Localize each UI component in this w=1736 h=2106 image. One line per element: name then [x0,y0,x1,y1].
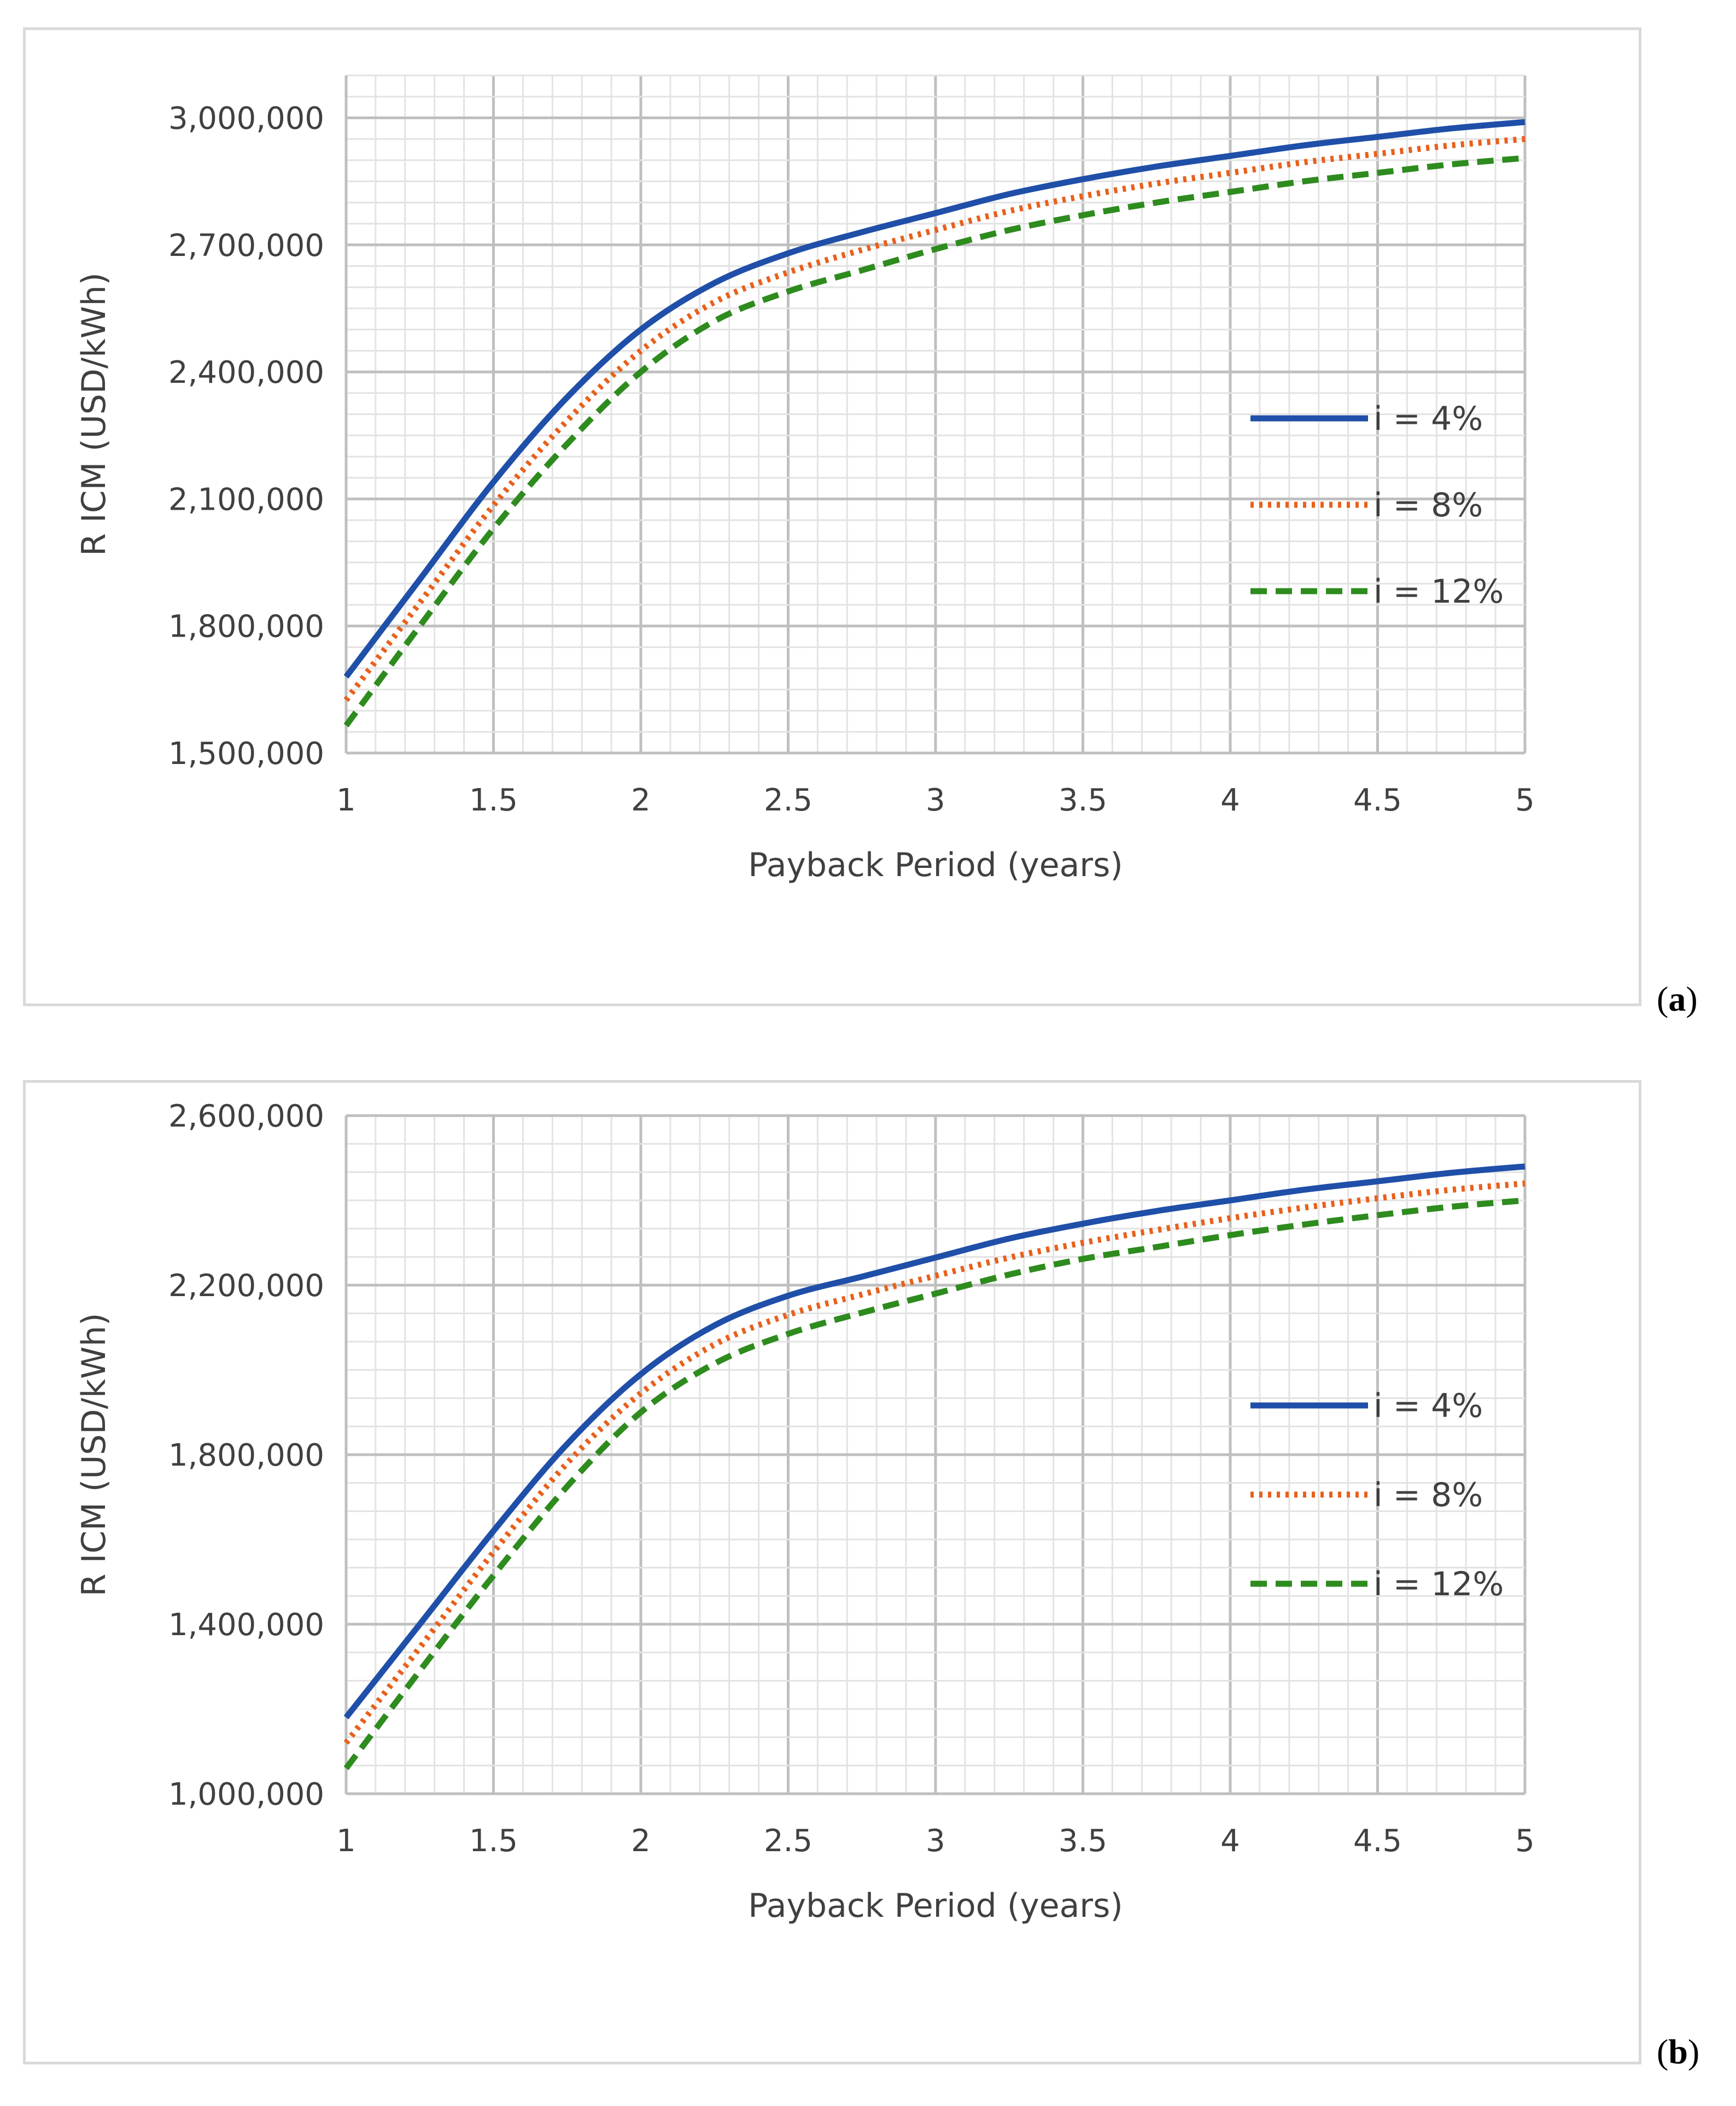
chart-panel-b: 1,000,000 1,400,000 1,800,000 2,200,000 2,60… [23,1080,1641,2064]
x-tick-label: 2 [631,1823,651,1859]
legend-label: i = 8% [1373,1476,1483,1514]
chart-panel-a: 1,500,000 1,800,000 2,100,000 2,400,000 2,70… [23,27,1641,1006]
y-tick-label: 2,400,000 [168,355,324,390]
panel-label-a-text: a [1668,979,1686,1018]
y-tick-label: 2,700,000 [168,228,324,264]
grid [344,74,1527,755]
x-tick-label: 1 [336,1823,356,1859]
x-tick-label: 2.5 [764,1823,813,1859]
x-tick-label: 5 [1515,783,1535,818]
legend-label: i = 12% [1373,573,1504,611]
y-tick-label: 1,400,000 [168,1607,324,1643]
x-tick-label: 4 [1220,783,1240,818]
x-tick-label: 4 [1220,1823,1240,1859]
legend-label: i = 8% [1373,486,1483,524]
x-axis-title: Payback Period (years) [748,1887,1123,1925]
panel-label-a: (a) [1657,979,1698,1018]
chart-b: 1,000,000 1,400,000 1,800,000 2,200,000 2,60… [75,1099,1535,1925]
series-line-i8-pct [343,1180,1525,1745]
x-axis-title: Payback Period (years) [748,846,1123,884]
y-tick-label: 3,000,000 [168,101,324,136]
y-tick-label: 2,600,000 [168,1099,324,1134]
x-tick-label: 3.5 [1059,1823,1107,1859]
series-line-i8-pct [343,136,1525,702]
y-axis-title: R ICM (USD/kWh) [75,1313,113,1597]
y-tick-label: 2,100,000 [168,482,324,517]
series-line-i4-pct [343,1163,1525,1719]
series-line-i12-pct [343,155,1525,727]
series-line-i12-pct [343,1197,1525,1770]
series-line-i4-pct [343,119,1525,679]
x-tick-label: 1.5 [469,783,518,818]
x-tick-label: 2 [631,783,651,818]
x-tick-label: 2.5 [764,783,813,818]
x-tick-label: 5 [1515,1823,1535,1859]
legend: i = 4% i = 8% i = 12% [1250,400,1504,611]
x-tick-label: 3 [926,783,945,818]
x-tick-label: 1.5 [469,1823,518,1859]
x-tick-label: 4.5 [1353,1823,1402,1859]
panel-label-b: (b) [1657,2032,1700,2071]
panel-label-b-text: b [1668,2032,1688,2071]
x-tick-label: 4.5 [1353,783,1402,818]
legend-label: i = 12% [1373,1565,1504,1603]
legend-label: i = 4% [1373,1387,1483,1425]
grid [344,1114,1527,1795]
y-tick-label: 1,000,000 [168,1777,324,1812]
x-tick-label: 3 [926,1823,945,1859]
chart-a: 1,500,000 1,800,000 2,100,000 2,400,000 2,70… [75,74,1535,884]
y-tick-label: 1,800,000 [168,609,324,645]
x-tick-label: 3.5 [1059,783,1107,818]
y-tick-label: 1,500,000 [168,736,324,772]
y-tick-label: 2,200,000 [168,1268,324,1304]
legend-label: i = 4% [1373,400,1483,438]
y-tick-label: 1,800,000 [168,1438,324,1473]
x-tick-label: 1 [336,783,356,818]
y-axis-title: R ICM (USD/kWh) [75,272,113,556]
legend: i = 4% i = 8% i = 12% [1250,1387,1504,1603]
